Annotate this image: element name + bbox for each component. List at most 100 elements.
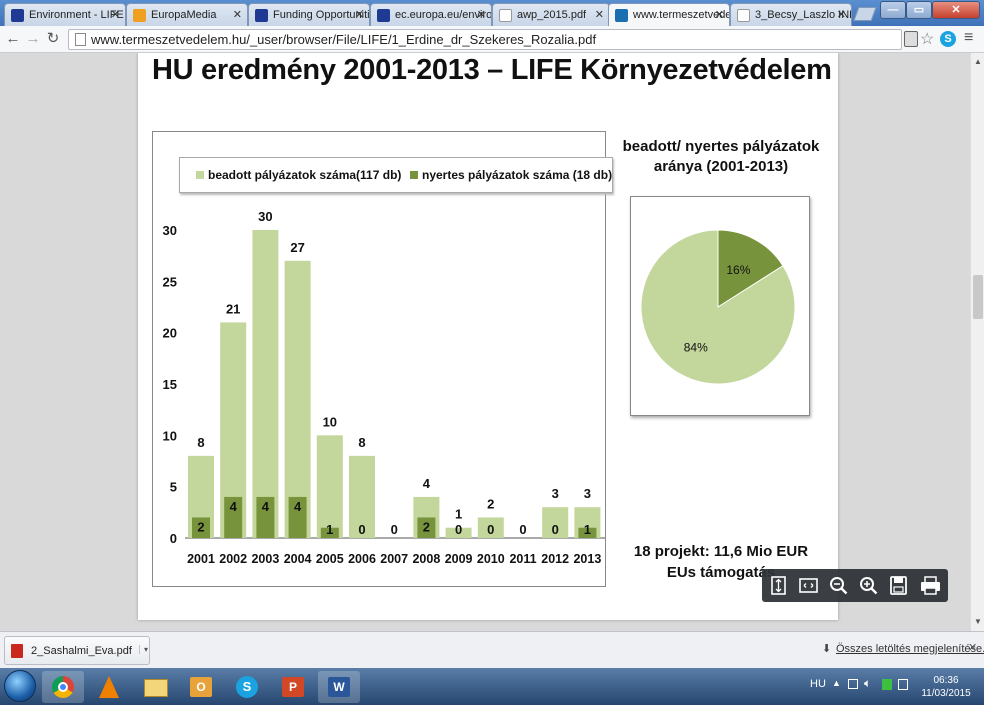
- tab-europamedia[interactable]: EuropaMedia ✕: [126, 3, 248, 26]
- fit-page-icon[interactable]: [766, 573, 791, 598]
- save-icon[interactable]: [886, 573, 911, 598]
- x-tick-label: 2013: [573, 552, 601, 566]
- bar-won: [578, 527, 597, 538]
- windows-taskbar: O S P W HU ▲ 🔈︎ 06:36 11/03/2015: [0, 668, 984, 705]
- close-icon[interactable]: ✕: [836, 9, 846, 21]
- tab-environment-life[interactable]: Environment - LIFE ✕: [4, 3, 126, 26]
- address-bar[interactable]: www.termeszetvedelem.hu/_user/browser/Fi…: [68, 29, 902, 50]
- zoom-out-icon[interactable]: [826, 573, 851, 598]
- page-icon: [75, 33, 86, 46]
- data-label-submitted: 1: [455, 507, 462, 522]
- language-indicator[interactable]: HU: [810, 678, 826, 690]
- tab-funding-opportunities[interactable]: Funding Opportunitie ✕: [248, 3, 370, 26]
- vlc-taskbar-icon[interactable]: [88, 671, 130, 703]
- bar-submitted: [316, 435, 343, 538]
- data-label-submitted: 3: [584, 486, 591, 501]
- menu-icon[interactable]: ≡: [964, 29, 974, 46]
- fit-width-icon[interactable]: [796, 573, 821, 598]
- close-window-button[interactable]: ✕: [932, 1, 980, 19]
- y-tick-label: 0: [170, 531, 177, 546]
- volume-icon[interactable]: 🔈︎: [864, 676, 872, 690]
- zoom-in-icon[interactable]: [856, 573, 881, 598]
- data-label-submitted: 2: [487, 496, 494, 511]
- eu-flag-icon: [255, 9, 268, 22]
- legend-swatch-submitted: [196, 171, 204, 179]
- battery-icon[interactable]: [898, 679, 908, 690]
- close-icon[interactable]: ✕: [110, 9, 120, 21]
- back-arrow-icon[interactable]: ←: [5, 30, 21, 47]
- taskbar-clock[interactable]: 06:36 11/03/2015: [918, 674, 974, 700]
- data-label-won: 0: [358, 522, 365, 537]
- page-icon: [499, 9, 512, 22]
- data-label-won: 0: [519, 522, 526, 537]
- pie-chart: 16% 84%: [640, 229, 796, 385]
- tray-expand-icon[interactable]: ▲: [832, 678, 841, 688]
- pdf-extension-icon[interactable]: [904, 31, 918, 47]
- legend-label-submitted: beadott pályázatok száma(117 db): [208, 168, 402, 182]
- bar-won: [192, 517, 210, 538]
- tab-becsy-laszlo[interactable]: 3_Becsy_Laszlo INFO ✕: [730, 3, 852, 26]
- vertical-scrollbar[interactable]: ▲ ▼: [970, 53, 984, 631]
- bar-won: [288, 496, 307, 538]
- bar-chart: 0510152025302001822002214200330420042742…: [163, 209, 605, 566]
- download-item[interactable]: 2_Sashalmi_Eva.pdf ▾: [4, 636, 150, 665]
- minimize-button[interactable]: —: [880, 1, 906, 19]
- tab-label: EuropaMedia: [151, 9, 217, 21]
- eu-flag-icon: [377, 9, 390, 22]
- x-tick-label: 2008: [412, 552, 440, 566]
- word-taskbar-icon[interactable]: W: [318, 671, 360, 703]
- scroll-down-icon[interactable]: ▼: [974, 617, 982, 626]
- start-button[interactable]: [4, 670, 36, 702]
- y-tick-label: 5: [170, 480, 177, 495]
- close-icon[interactable]: ✕: [354, 9, 364, 21]
- show-all-downloads-link[interactable]: Összes letöltés megjelenítése...: [836, 643, 984, 655]
- print-icon[interactable]: [918, 573, 943, 598]
- bar-won: [224, 496, 243, 538]
- close-icon[interactable]: ✕: [714, 9, 724, 21]
- close-icon[interactable]: ✕: [594, 9, 604, 21]
- data-label-won: 0: [552, 522, 559, 537]
- data-label-submitted: 8: [197, 435, 204, 450]
- y-tick-label: 20: [163, 326, 177, 341]
- x-tick-label: 2006: [348, 552, 376, 566]
- explorer-taskbar-icon[interactable]: [134, 671, 176, 703]
- x-tick-label: 2010: [477, 552, 505, 566]
- bar-won: [320, 527, 339, 538]
- x-tick-label: 2005: [316, 552, 344, 566]
- x-tick-label: 2004: [284, 552, 312, 566]
- forward-arrow-icon[interactable]: →: [25, 30, 41, 47]
- action-center-icon[interactable]: [848, 679, 858, 689]
- bar-won: [417, 517, 436, 538]
- tab-label: Environment - LIFE: [29, 9, 124, 21]
- network-icon[interactable]: [882, 679, 892, 690]
- tab-termeszetvedelem[interactable]: www.termeszetvedele ✕: [608, 3, 730, 26]
- skype-icon[interactable]: S: [940, 31, 956, 47]
- y-tick-label: 10: [163, 428, 177, 443]
- bar-submitted: [477, 517, 504, 538]
- reload-icon[interactable]: ↻: [46, 30, 60, 47]
- new-tab-button[interactable]: [853, 7, 877, 21]
- tab-awp-2015[interactable]: awp_2015.pdf ✕: [492, 3, 610, 26]
- data-label-submitted: 8: [358, 435, 365, 450]
- pie-slice: [640, 229, 796, 385]
- tab-label: 3_Becsy_Laszlo INFO: [755, 9, 851, 21]
- scroll-up-icon[interactable]: ▲: [974, 57, 982, 66]
- chrome-taskbar-icon[interactable]: [42, 671, 84, 703]
- scroll-thumb[interactable]: [973, 275, 983, 319]
- data-label-submitted: 4: [423, 476, 431, 491]
- close-icon[interactable]: ✕: [968, 642, 978, 654]
- chevron-down-icon[interactable]: ▾: [139, 645, 148, 654]
- skype-taskbar-icon[interactable]: S: [226, 671, 268, 703]
- y-tick-label: 30: [163, 223, 177, 238]
- close-icon[interactable]: ✕: [476, 9, 486, 21]
- tab-ec-europa[interactable]: ec.europa.eu/environ ✕: [370, 3, 492, 26]
- outlook-taskbar-icon[interactable]: O: [180, 671, 222, 703]
- close-icon[interactable]: ✕: [232, 9, 242, 21]
- data-label-won: 4: [294, 499, 302, 514]
- powerpoint-taskbar-icon[interactable]: P: [272, 671, 314, 703]
- restore-button[interactable]: ▭: [906, 1, 932, 19]
- star-icon[interactable]: ☆: [920, 31, 935, 48]
- browser-toolbar: ← → ↻ www.termeszetvedelem.hu/_user/brow…: [0, 26, 984, 53]
- slide-title: HU eredmény 2001-2013 – LIFE Környezetvé…: [152, 54, 832, 86]
- download-filename: 2_Sashalmi_Eva.pdf: [31, 645, 132, 657]
